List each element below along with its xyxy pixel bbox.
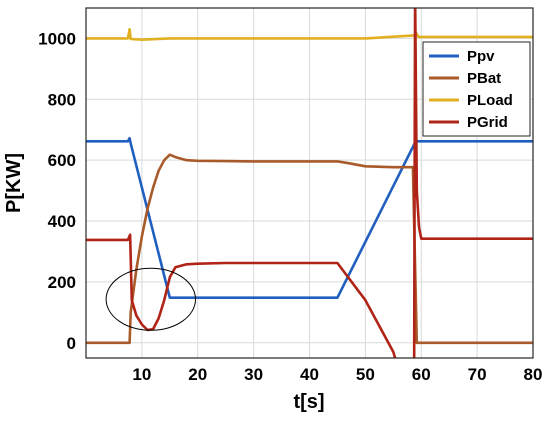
legend-entry-pbat: PBat [467, 70, 501, 87]
x-tick-label: 20 [188, 365, 207, 384]
series-lines [86, 8, 533, 358]
x-tick-label: 60 [412, 365, 431, 384]
y-tick-label: 1000 [38, 29, 76, 48]
annotations [105, 267, 197, 331]
y-tick-label: 200 [48, 273, 76, 292]
y-tick-label: 800 [48, 90, 76, 109]
plot-frame [85, 7, 534, 359]
y-axis-label: P[KW] [3, 153, 25, 213]
y-tick-label: 600 [48, 151, 76, 170]
x-tick-label: 50 [356, 365, 375, 384]
series-line-pbat [86, 153, 533, 345]
series-line-ppv [86, 137, 533, 300]
legend-box [422, 41, 531, 137]
legend-entry-pload: PLoad [467, 92, 513, 109]
y-tick-label: 0 [67, 334, 76, 353]
x-tick-label: 30 [244, 365, 263, 384]
x-tick-label: 10 [132, 365, 151, 384]
series-line-pgrid [86, 8, 533, 358]
legend: Ppv PBat PLoad PGrid [422, 41, 531, 137]
x-tick-label: 70 [468, 365, 487, 384]
legend-entry-pgrid: PGrid [467, 114, 508, 131]
y-tick-label: 400 [48, 212, 76, 231]
x-tick-label: 80 [524, 365, 543, 384]
highlight-ellipse [105, 267, 197, 331]
y-tick-labels: 0 200 400 600 800 1000 [38, 29, 76, 352]
x-tick-labels: 10 20 30 40 50 60 70 80 [132, 365, 542, 384]
x-tick-label: 40 [300, 365, 319, 384]
x-axis-label: t[s] [293, 391, 324, 413]
legend-entry-ppv: Ppv [467, 48, 495, 65]
